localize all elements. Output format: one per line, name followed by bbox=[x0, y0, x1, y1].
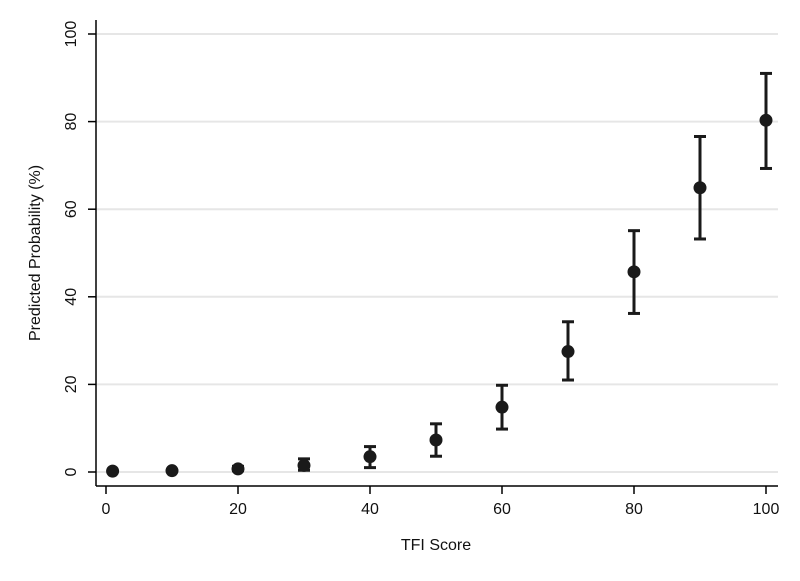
data-point-4 bbox=[363, 450, 377, 464]
data-point-10 bbox=[759, 113, 773, 127]
y-axis-label: Predicted Probability (%) bbox=[27, 165, 44, 341]
gridlines bbox=[96, 33, 778, 473]
data-point-7 bbox=[561, 345, 575, 359]
y-tick-label-20: 20 bbox=[63, 375, 80, 393]
x-tick-label-60: 60 bbox=[493, 501, 511, 518]
x-tick-label-80: 80 bbox=[625, 501, 643, 518]
y-ticks: 0 20 40 60 80 100 bbox=[63, 21, 96, 476]
data-point-2 bbox=[231, 462, 245, 476]
x-axis-label: TFI Score bbox=[401, 537, 471, 554]
data-points bbox=[106, 71, 773, 478]
data-point-0 bbox=[106, 464, 120, 478]
data-point-6 bbox=[495, 400, 509, 414]
y-tick-label-60: 60 bbox=[63, 200, 80, 218]
y-tick-label-0: 0 bbox=[63, 467, 80, 476]
x-tick-label-20: 20 bbox=[229, 501, 247, 518]
y-tick-label-80: 80 bbox=[63, 113, 80, 131]
x-ticks: 0 20 40 60 80 100 bbox=[102, 486, 780, 518]
y-tick-label-100: 100 bbox=[63, 21, 80, 48]
data-point-3 bbox=[297, 458, 311, 472]
data-point-5 bbox=[429, 433, 443, 447]
y-tick-label-40: 40 bbox=[63, 288, 80, 306]
data-point-9 bbox=[693, 181, 707, 195]
x-tick-label-0: 0 bbox=[102, 501, 111, 518]
x-tick-label-100: 100 bbox=[753, 501, 780, 518]
x-tick-label-40: 40 bbox=[361, 501, 379, 518]
data-point-1 bbox=[165, 464, 179, 478]
axes bbox=[95, 20, 778, 487]
data-point-8 bbox=[627, 265, 641, 279]
